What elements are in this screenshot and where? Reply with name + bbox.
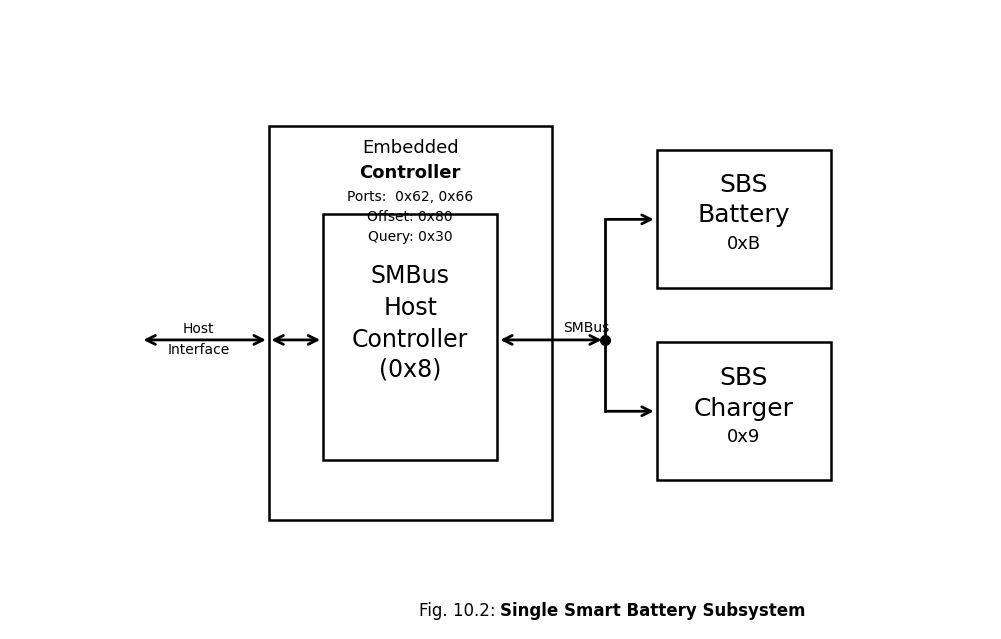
Text: SBS: SBS [720, 366, 768, 390]
Bar [657, 343, 831, 480]
Bar [323, 215, 497, 461]
Text: Embedded: Embedded [362, 139, 458, 157]
Text: Ports:  0x62, 0x66: Ports: 0x62, 0x66 [347, 190, 473, 204]
Bar [657, 150, 831, 288]
Text: Query: 0x30: Query: 0x30 [368, 229, 452, 243]
Text: Controller: Controller [352, 328, 468, 352]
Text: Fig. 10.2:: Fig. 10.2: [418, 602, 500, 620]
Text: Single Smart Battery Subsystem: Single Smart Battery Subsystem [500, 602, 806, 620]
Text: Interface: Interface [168, 343, 230, 357]
Text: 0xB: 0xB [727, 235, 761, 253]
Text: SBS: SBS [720, 173, 768, 197]
Text: Offset: 0x80: Offset: 0x80 [367, 210, 453, 224]
Text: Charger: Charger [694, 397, 794, 421]
Text: 0x9: 0x9 [727, 428, 761, 446]
Text: Battery: Battery [698, 203, 790, 227]
Text: SMBus: SMBus [370, 264, 449, 288]
Text: Controller: Controller [359, 164, 460, 181]
Text: (0x8): (0x8) [379, 357, 441, 381]
Text: Host: Host [383, 296, 437, 320]
Text: SMBus: SMBus [564, 321, 610, 335]
Bar [268, 126, 552, 520]
Text: Host: Host [183, 321, 214, 335]
